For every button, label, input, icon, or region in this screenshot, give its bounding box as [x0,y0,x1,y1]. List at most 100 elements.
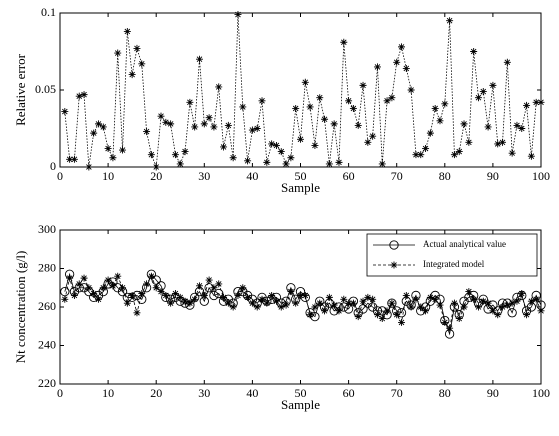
marker-star [272,297,280,305]
marker-star [248,126,256,134]
marker-star [210,123,218,131]
marker-star [388,94,396,102]
marker-star [239,103,247,111]
marker-star [287,154,295,162]
marker-star [248,299,256,307]
marker-star [94,120,102,128]
marker-star [128,291,136,299]
marker-star [191,295,199,303]
y-tick-label: 300 [38,222,56,236]
y-tick-label: 0 [50,159,56,173]
marker-star [523,101,531,109]
marker-star [253,125,261,132]
marker-star [369,295,377,303]
marker-star [224,121,232,129]
marker-star [393,58,401,66]
marker-star [133,44,141,52]
marker-star [301,291,309,299]
marker-star [176,160,184,168]
marker-star [128,71,136,79]
marker-star [109,282,117,290]
marker-star [167,299,175,307]
marker-star [306,311,314,319]
marker-star [364,293,372,301]
marker-star [369,132,377,140]
marker-star [373,311,381,319]
marker-star [484,299,492,307]
marker-star [402,291,410,299]
marker-star [229,154,237,162]
marker-star [422,307,430,315]
marker-star [181,148,189,156]
marker-star [513,297,521,305]
marker-star [186,98,194,106]
marker-star [186,299,194,307]
marker-star [359,297,367,305]
marker-star [191,123,199,131]
marker-star [390,261,398,269]
marker-star [239,284,247,292]
x-tick-label: 80 [439,169,451,183]
marker-star [523,311,531,319]
marker-star [518,125,526,132]
y-tick-label: 220 [38,376,56,390]
x-tick-label: 10 [102,386,114,400]
marker-star [66,155,74,163]
marker-star [147,151,155,159]
x-tick-label: 50 [295,169,307,183]
marker-star [527,297,535,305]
marker-star [258,97,266,105]
marker-star [205,114,213,122]
marker-star [167,120,175,128]
series-line [64,275,542,330]
marker-star [349,104,357,112]
marker-star [441,100,449,108]
y-tick-label: 0.1 [41,5,56,19]
marker-star [402,64,410,72]
marker-star [460,120,468,128]
x-tick-label: 40 [246,386,258,400]
marker-star [393,311,401,319]
x-tick-label: 0 [57,386,63,400]
marker-star [388,299,396,307]
marker-star [335,158,343,166]
marker-star [143,128,151,136]
marker-star [349,299,357,307]
marker-star [244,157,252,165]
marker-star [532,295,540,303]
marker-star [316,299,324,307]
y-tick-label: 0.05 [35,82,56,96]
marker-star [119,284,127,292]
marker-circle [310,311,320,322]
marker-star [340,295,348,303]
marker-star [499,303,507,311]
marker-star [195,55,203,63]
marker-star [465,138,473,146]
x-tick-label: 30 [198,386,210,400]
x-tick-label: 20 [150,386,162,400]
x-tick-label: 80 [439,386,451,400]
marker-star [335,307,343,315]
marker-star [215,280,223,288]
marker-star [277,148,285,156]
x-tick-label: 60 [343,386,355,400]
legend-label: Actual analytical value [423,239,506,249]
marker-star [426,293,434,301]
marker-star [258,295,266,303]
marker-star [479,297,487,305]
marker-star [70,155,78,163]
marker-star [162,291,170,299]
marker-star [460,303,468,311]
marker-star [345,97,353,105]
marker-star [61,108,69,116]
marker-star [446,324,454,332]
marker-star [503,301,511,309]
x-tick-label: 40 [246,169,258,183]
y-axis-label: Nt concentration (g/l) [13,251,28,364]
marker-star [85,163,93,171]
marker-star [398,318,406,326]
y-tick-label: 240 [38,337,56,351]
marker-star [383,97,391,105]
marker-star [489,81,497,89]
marker-star [412,295,420,303]
